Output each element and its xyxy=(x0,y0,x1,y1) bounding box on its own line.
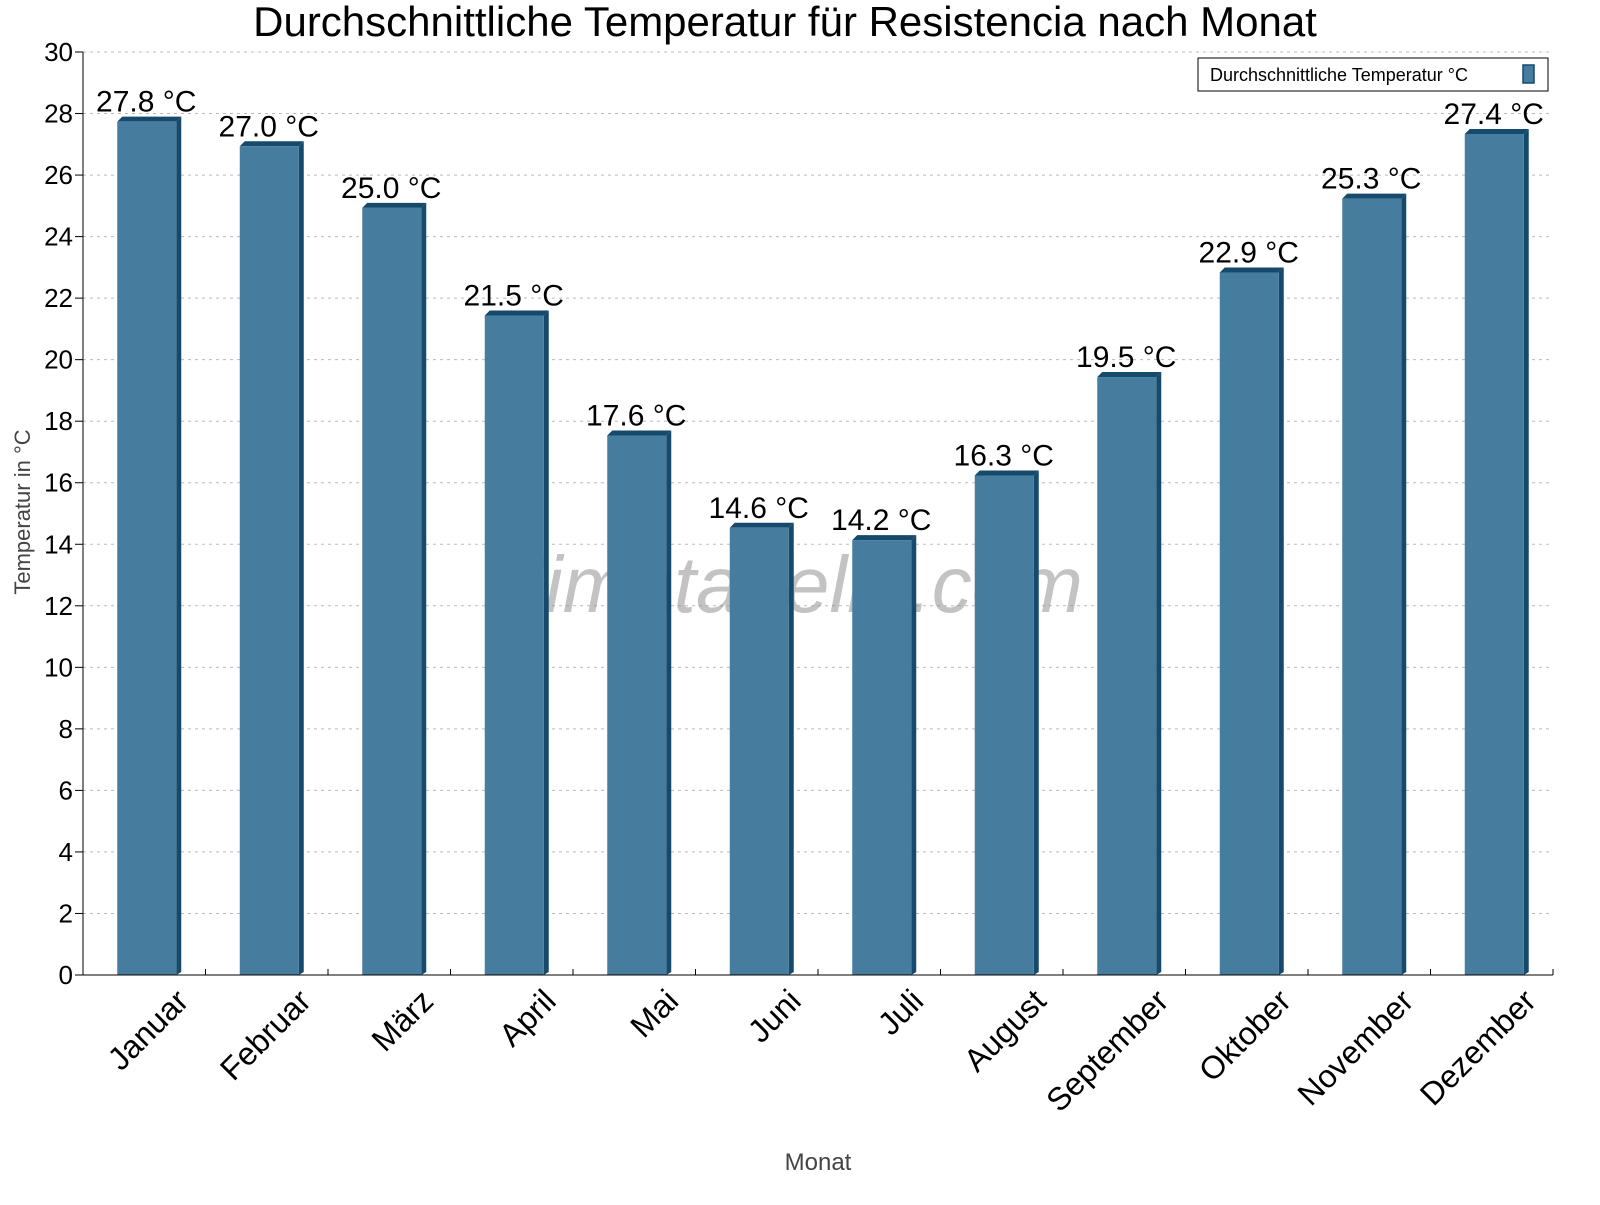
legend-box xyxy=(1197,57,1549,92)
bar-top xyxy=(1097,372,1162,378)
data-label: 27.4 °C xyxy=(1444,98,1544,131)
x-tick-label: Juli xyxy=(871,982,930,1041)
bar-top xyxy=(484,310,549,316)
bar-side xyxy=(1033,470,1039,975)
y-tick-label: 0 xyxy=(59,960,73,990)
data-label: 25.0 °C xyxy=(341,172,441,205)
chart-title: Durchschnittliche Temperatur für Resiste… xyxy=(253,0,1317,45)
y-tick-label: 26 xyxy=(44,160,73,190)
bar xyxy=(239,146,299,976)
y-tick-label: 8 xyxy=(59,714,73,744)
data-label: 21.5 °C xyxy=(464,280,564,313)
data-label: 14.6 °C xyxy=(709,492,809,525)
bar xyxy=(607,435,667,975)
y-tick-label: 22 xyxy=(44,283,73,313)
bar-side xyxy=(176,116,182,976)
y-tick-label: 28 xyxy=(44,99,73,129)
bar-top xyxy=(974,470,1039,476)
bar-side xyxy=(1278,267,1284,975)
bar-juli xyxy=(852,535,917,975)
x-tick-label: Oktober xyxy=(1192,982,1298,1088)
bar-oktober xyxy=(1219,267,1284,975)
y-tick-label: 20 xyxy=(44,345,73,375)
bar-september xyxy=(1097,372,1162,975)
bar-side xyxy=(666,430,672,975)
bar-side xyxy=(421,202,427,976)
bar xyxy=(362,207,422,976)
data-label: 16.3 °C xyxy=(954,440,1054,473)
x-tick-label: Januar xyxy=(101,982,196,1077)
y-axis-label: Temperatur in °C xyxy=(10,429,35,594)
legend-label: Durchschnittliche Temperatur °C xyxy=(1210,65,1468,85)
bar-top xyxy=(1342,193,1407,199)
bar xyxy=(974,475,1034,975)
bar-top xyxy=(729,522,794,528)
x-tick-label: Dezember xyxy=(1413,982,1543,1112)
data-label: 27.8 °C xyxy=(96,86,196,119)
x-tick-label: September xyxy=(1039,982,1175,1118)
bar-top xyxy=(607,430,672,436)
bar-top xyxy=(362,202,427,208)
bar xyxy=(1219,272,1279,975)
data-label: 19.5 °C xyxy=(1076,341,1176,374)
y-tick-label: 12 xyxy=(44,591,73,621)
bar-dezember xyxy=(1464,128,1529,975)
data-label: 14.2 °C xyxy=(831,504,931,537)
bar-januar xyxy=(117,116,182,976)
x-tick-label: August xyxy=(957,982,1053,1078)
x-tick-label: November xyxy=(1290,982,1420,1112)
y-tick-label: 24 xyxy=(44,222,73,252)
bar xyxy=(729,527,789,975)
y-tick-label: 30 xyxy=(44,37,73,67)
bar-top xyxy=(239,141,304,147)
y-tick-label: 10 xyxy=(44,652,73,682)
bar-side xyxy=(1401,193,1407,975)
bar-side xyxy=(298,141,304,976)
bar-top xyxy=(1464,128,1529,134)
bar xyxy=(117,121,177,976)
x-tick-label: März xyxy=(364,982,440,1058)
data-label: 25.3 °C xyxy=(1321,163,1421,196)
y-tick-label: 6 xyxy=(59,775,73,805)
bar xyxy=(852,540,912,975)
bar-side xyxy=(788,522,794,975)
bar-side xyxy=(911,535,917,975)
y-tick-label: 2 xyxy=(59,898,73,928)
y-tick-label: 18 xyxy=(44,406,73,436)
bar-april xyxy=(484,310,549,975)
y-tick-label: 14 xyxy=(44,529,73,559)
x-tick-label: Juni xyxy=(741,982,808,1049)
bar-side xyxy=(1523,128,1529,975)
bar-februar xyxy=(239,141,304,976)
bar-top xyxy=(1219,267,1284,273)
data-label: 22.9 °C xyxy=(1199,236,1299,269)
bar xyxy=(1464,133,1524,975)
bar-mai xyxy=(607,430,672,975)
bar-top xyxy=(117,116,182,122)
bar-side xyxy=(1156,372,1162,975)
y-tick-label: 16 xyxy=(44,468,73,498)
legend: Durchschnittliche Temperatur °C xyxy=(1197,57,1549,92)
bar-november xyxy=(1342,193,1407,975)
legend-swatch xyxy=(1522,64,1535,84)
x-tick-label: Februar xyxy=(213,982,318,1087)
bar xyxy=(1342,198,1402,975)
bar-juni xyxy=(729,522,794,975)
bar-side xyxy=(543,310,549,975)
x-axis-label: Monat xyxy=(785,1149,852,1176)
bar-august xyxy=(974,470,1039,975)
x-tick-label: Mai xyxy=(623,982,685,1044)
x-tick-label: April xyxy=(492,982,563,1053)
bar xyxy=(1097,377,1157,975)
bar-märz xyxy=(362,202,427,976)
data-label: 17.6 °C xyxy=(586,400,686,433)
y-tick-label: 4 xyxy=(59,837,73,867)
bar xyxy=(484,315,544,975)
data-label: 27.0 °C xyxy=(219,110,319,143)
bar-top xyxy=(852,535,917,541)
